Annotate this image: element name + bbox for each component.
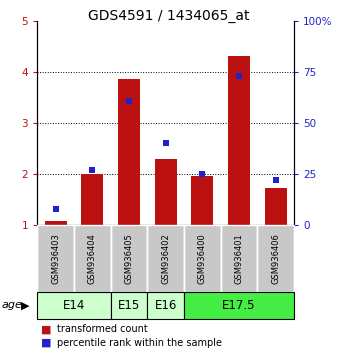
- Bar: [228, 56, 250, 225]
- Text: GSM936401: GSM936401: [235, 233, 243, 284]
- Bar: [147, 225, 184, 292]
- Bar: [81, 174, 103, 225]
- Bar: [184, 292, 294, 319]
- Text: GSM936402: GSM936402: [161, 233, 170, 284]
- Bar: [111, 225, 147, 292]
- Bar: [118, 79, 140, 225]
- Bar: [154, 159, 177, 225]
- Text: percentile rank within the sample: percentile rank within the sample: [57, 338, 222, 348]
- Text: E14: E14: [63, 299, 85, 312]
- Bar: [74, 225, 111, 292]
- Bar: [147, 292, 184, 319]
- Bar: [257, 225, 294, 292]
- Text: GSM936404: GSM936404: [88, 233, 97, 284]
- Text: GDS4591 / 1434065_at: GDS4591 / 1434065_at: [88, 9, 250, 23]
- Bar: [221, 225, 257, 292]
- Text: E17.5: E17.5: [222, 299, 256, 312]
- Text: GSM936406: GSM936406: [271, 233, 280, 284]
- Text: E15: E15: [118, 299, 140, 312]
- Text: GSM936405: GSM936405: [124, 233, 134, 284]
- Text: ■: ■: [41, 324, 51, 335]
- Text: GSM936400: GSM936400: [198, 233, 207, 284]
- Text: transformed count: transformed count: [57, 324, 148, 335]
- Text: E16: E16: [154, 299, 177, 312]
- Bar: [37, 225, 74, 292]
- Bar: [191, 176, 213, 225]
- Bar: [111, 292, 147, 319]
- Bar: [45, 221, 67, 225]
- Text: ■: ■: [41, 338, 51, 348]
- Bar: [265, 188, 287, 225]
- Bar: [184, 225, 221, 292]
- Text: ▶: ▶: [21, 300, 30, 310]
- Text: age: age: [2, 300, 23, 310]
- Text: GSM936403: GSM936403: [51, 233, 60, 284]
- Bar: [37, 292, 111, 319]
